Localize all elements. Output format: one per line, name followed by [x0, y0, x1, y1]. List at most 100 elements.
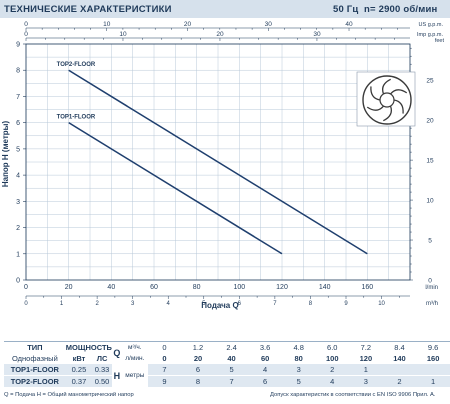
feet-tick-label: 5: [428, 238, 432, 245]
q-lmin-cell: 140: [393, 354, 406, 363]
imp-gpm-tick-label: 30: [313, 31, 321, 38]
m3h-tick-label: 10: [378, 301, 385, 307]
series-label: TOP1-FLOOR: [57, 115, 96, 121]
us-gpm-unit: US g.p.m.: [419, 22, 444, 28]
phase-label: Однофазный: [11, 354, 58, 363]
footer-tolerance: Допуск характеристик в соответствии с EN…: [270, 392, 436, 398]
feet-unit: feet: [435, 38, 445, 44]
head-value: 9: [147, 375, 182, 387]
y-axis: 0 1 2 3 4 5 6 7 8 9: [16, 42, 26, 285]
table-row: TOP1-FLOOR 0.25 0.33 H метры 7 6 5 4 3 2…: [4, 364, 450, 387]
y-tick-label: 9: [16, 42, 20, 49]
head-value: [382, 364, 417, 376]
kw-label: кВт: [72, 354, 86, 363]
head-value: 5: [214, 364, 249, 376]
q-m3h-cell: 8.4: [382, 341, 417, 353]
kw-value: 0.37: [65, 375, 93, 387]
m3h-unit: m³/h: [426, 301, 438, 307]
x-tick-label: 60: [150, 284, 158, 291]
table-header-row-2: Однофазный кВт ЛС л/мин. 0 20 40 60 80 1…: [4, 353, 450, 364]
frequency-label: 50 Гц: [333, 4, 359, 15]
pump-impeller-icon: [356, 71, 416, 127]
y-axis-label: Напор H (метры): [1, 121, 10, 188]
x-tick-label: 0: [24, 284, 28, 291]
x-tick-label: 140: [319, 284, 331, 291]
footer-legend: Q = Подача H = Общий манометрический нап…: [4, 392, 134, 398]
head-value: 5: [281, 375, 316, 387]
q-lmin-cell: 60: [260, 354, 270, 363]
x-tick-label: 120: [276, 284, 288, 291]
q-m3h-cell: 4.8: [281, 341, 316, 353]
q-label: Q: [111, 341, 122, 364]
y-tick-label: 6: [16, 120, 20, 127]
top-axes: 0 10 20 30 40 0 10 20 30 US g.p.m. Imp g.p.m.: [24, 21, 443, 41]
series-line-top1-floor: [68, 122, 283, 255]
series-line-top2-floor: [68, 69, 368, 255]
x-tick-label: 40: [107, 284, 115, 291]
model-name: TOP1-FLOOR: [4, 364, 66, 376]
head-value: 6: [181, 364, 215, 376]
impeller-vane: [383, 105, 393, 122]
q-m3h-cell: 0: [147, 341, 182, 353]
hp-label: ЛС: [96, 354, 108, 363]
y-tick-label: 3: [16, 199, 20, 206]
y-tick-label: 5: [16, 146, 20, 153]
us-gpm-tick-label: 30: [265, 21, 273, 28]
us-gpm-tick-label: 20: [184, 21, 192, 28]
table-header-row-1: ТИП МОЩНОСТЬ Q м³/ч. 0 1.2 2.4 3.6 4.8 6…: [4, 341, 450, 364]
us-gpm-tick-label: 0: [24, 21, 28, 28]
head-value: 2: [315, 364, 350, 376]
q-lmin-cell: 120: [359, 354, 373, 363]
hp-value: 0.50: [92, 375, 112, 387]
imp-gpm-tick-label: 10: [119, 31, 127, 38]
us-gpm-tick-label: 10: [103, 21, 111, 28]
page-title: ТЕХНИЧЕСКИЕ ХАРАКТЕРИСТИКИ: [4, 4, 172, 15]
m3h-tick-label: 8: [309, 301, 313, 307]
header-bar: ТЕХНИЧЕСКИЕ ХАРАКТЕРИСТИКИ 50 Гц n= 2900…: [0, 0, 450, 18]
x-tick-label: 80: [193, 284, 201, 291]
icon-frame: [356, 71, 416, 127]
m3h-tick-label: 1: [60, 301, 64, 307]
y-tick-label: 8: [16, 68, 20, 75]
h-unit: метры: [121, 364, 148, 387]
feet-tick-label: 10: [426, 198, 434, 205]
performance-table: ТИП МОЩНОСТЬ Q м³/ч. 0 1.2 2.4 3.6 4.8 6…: [4, 341, 450, 387]
x-unit: l/min: [425, 285, 438, 291]
head-value: 1: [349, 364, 383, 376]
head-value: 3: [349, 375, 383, 387]
m3h-tick-label: 7: [273, 301, 277, 307]
hp-value: 0.33: [92, 364, 112, 376]
impeller-vane: [370, 86, 381, 101]
impeller-housing: [362, 75, 412, 125]
head-value: 1: [416, 375, 450, 387]
impeller-vane: [366, 105, 384, 111]
head-value: 8: [181, 375, 215, 387]
x-tick-label: 20: [65, 284, 73, 291]
y-tick-label: 7: [16, 94, 20, 101]
q-lmin-cell: 20: [193, 354, 203, 363]
m3h-tick-label: 3: [131, 301, 135, 307]
y-tick-label: 2: [16, 225, 20, 232]
head-value: [416, 364, 450, 376]
y-tick-label: 1: [16, 251, 20, 258]
q-lmin-cell: 100: [326, 354, 339, 363]
type-label: ТИП: [4, 341, 66, 353]
head-value: 4: [248, 364, 282, 376]
h-label: H: [111, 364, 122, 387]
plot-frame: [25, 43, 411, 281]
m3h-tick-label: 9: [344, 301, 348, 307]
feet-tick-label: 15: [426, 158, 434, 165]
chart-frame: [25, 43, 411, 281]
speed-label: n= 2900 об/мин: [364, 4, 438, 15]
q-lmin-cell: 0: [162, 354, 167, 363]
m3h-unit: м³/ч.: [121, 341, 148, 353]
q-lmin-cell: 40: [227, 354, 236, 363]
m3h-tick-label: 0: [24, 301, 28, 307]
head-value: 4: [315, 375, 350, 387]
lmin-unit: л/мин.: [125, 355, 145, 362]
x-axis: 0 20 40 60 80 100 120 140 160 l/min: [24, 284, 438, 291]
q-m3h-cell: 3.6: [248, 341, 282, 353]
series-lines: TOP2-FLOOR TOP1-FLOOR: [57, 62, 368, 255]
impeller-vane: [390, 89, 408, 95]
